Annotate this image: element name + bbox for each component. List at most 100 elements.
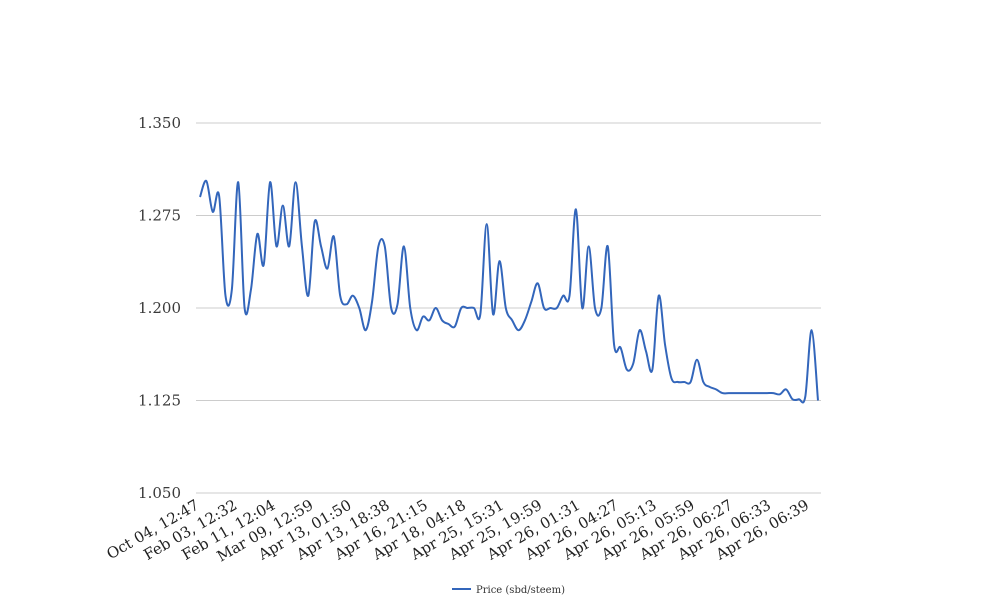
y-tick-label: 1.050 (138, 484, 181, 502)
data-point (307, 295, 309, 297)
data-point (416, 329, 418, 331)
data-point (218, 195, 220, 197)
data-point (244, 307, 246, 309)
data-point (664, 344, 666, 346)
y-tick-label: 1.275 (138, 207, 181, 225)
data-point (473, 307, 475, 309)
data-point (543, 307, 545, 309)
data-point (734, 392, 736, 394)
data-point (639, 329, 641, 331)
data-point (804, 396, 806, 398)
data-point (352, 295, 354, 297)
data-point (811, 329, 813, 331)
data-point (428, 319, 430, 321)
data-point (447, 323, 449, 325)
data-point (237, 181, 239, 183)
data-point (753, 392, 755, 394)
data-point (677, 381, 679, 383)
data-point (358, 307, 360, 309)
data-point (537, 282, 539, 284)
data-point (409, 307, 411, 309)
data-point (626, 369, 628, 371)
data-point (670, 377, 672, 379)
data-point (314, 221, 316, 223)
data-point (702, 381, 704, 383)
data-point (658, 295, 660, 297)
data-point (256, 233, 258, 235)
data-point (779, 393, 781, 395)
data-point (741, 392, 743, 394)
data-point (346, 303, 348, 305)
data-point (613, 344, 615, 346)
data-point (785, 388, 787, 390)
data-point (301, 245, 303, 247)
data-point (205, 180, 207, 182)
data-point (594, 307, 596, 309)
data-point (556, 307, 558, 309)
data-point (435, 307, 437, 309)
data-point (295, 181, 297, 183)
data-point (588, 245, 590, 247)
data-point (766, 392, 768, 394)
data-point (320, 245, 322, 247)
data-point (492, 313, 494, 315)
data-point (549, 307, 551, 309)
data-point (377, 245, 379, 247)
data-point (619, 346, 621, 348)
y-axis-ticks: 1.050 1.125 1.200 1.275 1.350 (138, 114, 181, 502)
data-point (651, 369, 653, 371)
data-point (792, 398, 794, 400)
y-tick-label: 1.125 (138, 392, 181, 410)
data-point (467, 307, 469, 309)
data-point (505, 307, 507, 309)
data-point (690, 381, 692, 383)
data-point (569, 295, 571, 297)
data-point (275, 245, 277, 247)
data-point (422, 316, 424, 318)
data-point (696, 359, 698, 361)
data-point (721, 392, 723, 394)
data-point (760, 392, 762, 394)
data-point (581, 307, 583, 309)
data-point (632, 363, 634, 365)
data-point (263, 264, 265, 266)
data-point (460, 307, 462, 309)
gridlines (196, 122, 821, 494)
data-point (403, 245, 405, 247)
data-point (365, 329, 367, 331)
data-point (212, 211, 214, 213)
y-tick-label: 1.350 (138, 114, 181, 132)
series-line (199, 179, 819, 404)
data-point (575, 208, 577, 210)
data-point (562, 295, 564, 297)
data-point (524, 319, 526, 321)
data-point (231, 289, 233, 291)
data-point (441, 319, 443, 321)
data-point (715, 388, 717, 390)
data-point (600, 307, 602, 309)
data-point (498, 260, 500, 262)
data-point (384, 245, 386, 247)
legend-label: Price (sbd/steem) (476, 585, 565, 596)
series-layer (199, 179, 819, 404)
data-point (798, 398, 800, 400)
legend: Price (sbd/steem) (452, 585, 565, 596)
y-tick-label: 1.200 (138, 299, 181, 317)
data-point (683, 381, 685, 383)
data-point (530, 301, 532, 303)
data-point (199, 196, 201, 198)
data-point (747, 392, 749, 394)
data-point (269, 181, 271, 183)
data-point (728, 392, 730, 394)
data-point (511, 319, 513, 321)
data-point (397, 303, 399, 305)
data-point (817, 400, 819, 402)
data-point (709, 386, 711, 388)
data-point (333, 235, 335, 237)
data-point (479, 313, 481, 315)
data-point (454, 326, 456, 328)
data-point (224, 295, 226, 297)
data-point (371, 301, 373, 303)
